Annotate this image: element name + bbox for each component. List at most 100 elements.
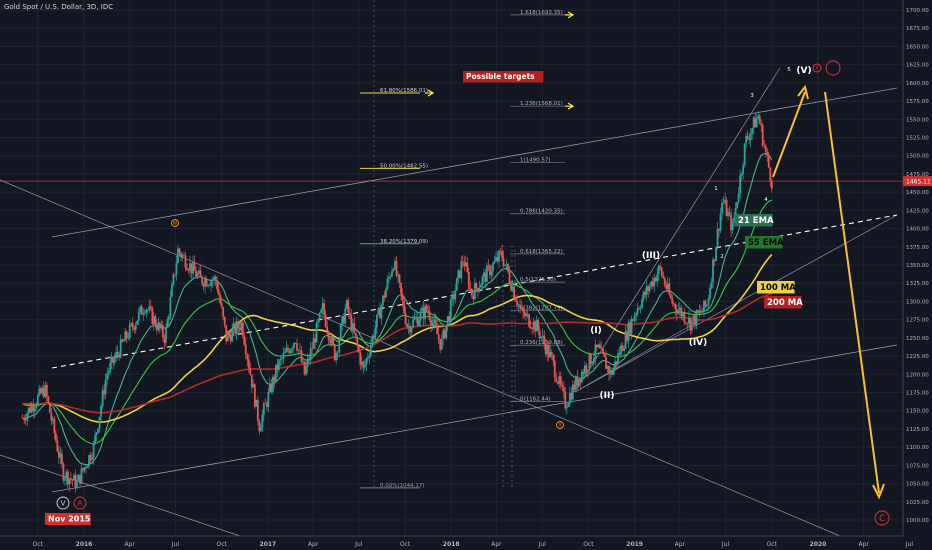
candle-body: [458, 270, 461, 278]
candle-body: [42, 387, 45, 397]
candle-body: [360, 361, 363, 365]
candle-body: [683, 312, 686, 323]
fib-right-label: 0.618(1365.22): [520, 249, 563, 255]
candle-body: [413, 318, 416, 320]
candle-body: [476, 288, 479, 292]
candle-body: [684, 322, 687, 324]
candle-body: [273, 376, 276, 381]
wave-v-circle-label-circle: [56, 496, 70, 510]
x-tick-label: Apr: [859, 541, 870, 548]
candle-body: [507, 263, 509, 273]
candle-body: [609, 370, 612, 375]
candle-body: [314, 338, 317, 343]
fib-right-label: 1(1490.57): [520, 158, 551, 164]
candle-body: [617, 353, 619, 364]
candles: [21, 110, 773, 494]
candle-body: [409, 325, 411, 333]
candle-body: [764, 146, 767, 152]
candle-body: [235, 321, 238, 334]
candle-body: [282, 353, 285, 359]
candle-body: [502, 257, 505, 266]
candle-body: [36, 395, 39, 406]
ma-label-100-ma: 100 MA: [760, 283, 796, 293]
y-tick-label: 1150.00: [906, 409, 929, 415]
candle-body: [427, 310, 430, 312]
candle-body: [455, 277, 458, 291]
candle-body: [169, 296, 172, 317]
candle-body: [101, 390, 104, 407]
candle-body: [44, 385, 47, 397]
candle-body: [193, 261, 196, 271]
candle-body: [240, 322, 243, 331]
candle-body: [570, 392, 573, 400]
price-label-bg: [903, 176, 932, 187]
x-tick-label: 2018: [443, 541, 460, 548]
lower-channel-line: [51, 344, 898, 493]
candle-body: [555, 377, 558, 382]
candle-body: [614, 361, 616, 369]
wave-channel-mid: [574, 319, 701, 393]
candle-body: [659, 265, 662, 268]
candle-body: [339, 324, 342, 340]
x-tick-label: Oct: [33, 541, 44, 548]
y-tick-label: 1000.00: [906, 518, 929, 524]
annotations: Possible targets Nov 2015 21 EMA 55 EMA 100 …: [45, 60, 890, 526]
candle-body: [27, 407, 30, 414]
wave-w-label: W: [173, 221, 177, 226]
candle-body: [430, 319, 433, 326]
fib-right-label: 0.236(1239.88): [520, 340, 563, 346]
candle-body: [64, 478, 66, 481]
wave-y-label-circle: [812, 63, 822, 73]
candle-body: [519, 304, 521, 308]
candle-body: [504, 264, 506, 266]
candle-body: [718, 229, 720, 231]
candle-body: [92, 443, 95, 459]
candle-body: [82, 468, 84, 471]
candle-body: [272, 376, 274, 392]
candle-body: [375, 314, 378, 328]
candle-body: [748, 138, 751, 141]
candle-body: [385, 288, 387, 298]
wave-x-label-circle: [556, 421, 564, 429]
candle-body: [489, 265, 491, 276]
candle-body: [124, 331, 127, 342]
candle-body: [470, 288, 473, 296]
candle-body: [216, 280, 219, 290]
candle-body: [329, 339, 332, 344]
candle-body: [95, 432, 98, 436]
candle-body: [534, 321, 537, 332]
candle-body: [606, 366, 609, 369]
candle-body: [755, 118, 758, 128]
candle-body: [371, 335, 374, 345]
candle-body: [94, 435, 96, 444]
candle-body: [133, 327, 136, 330]
candle-body: [365, 358, 368, 366]
candle-body: [516, 300, 518, 306]
candle-body: [719, 213, 722, 231]
candle-body: [302, 361, 304, 363]
candle-body: [728, 212, 731, 214]
x-tick-label: Jul: [354, 541, 363, 548]
y-tick-label: 1250.00: [906, 336, 929, 342]
candle-body: [359, 352, 362, 365]
candle-body: [264, 403, 267, 404]
candle-body: [677, 310, 680, 314]
candle-body: [189, 263, 191, 271]
candle-body: [142, 313, 145, 315]
candle-body: [290, 349, 292, 354]
candle-body: [472, 295, 475, 300]
forecast-arrow-down-head: [872, 483, 885, 500]
candle-body: [703, 300, 705, 311]
candle-body: [724, 199, 726, 203]
candle-body: [541, 335, 544, 338]
candle-body: [109, 362, 112, 372]
candle-body: [602, 348, 604, 354]
candle-body: [303, 361, 306, 375]
candle-body: [125, 331, 128, 339]
y-tick-label: 1375.00: [906, 245, 929, 251]
candle-body: [766, 151, 769, 156]
candle-body: [457, 270, 460, 278]
candle-body: [674, 303, 677, 310]
candle-body: [88, 455, 90, 467]
candle-body: [24, 420, 27, 421]
